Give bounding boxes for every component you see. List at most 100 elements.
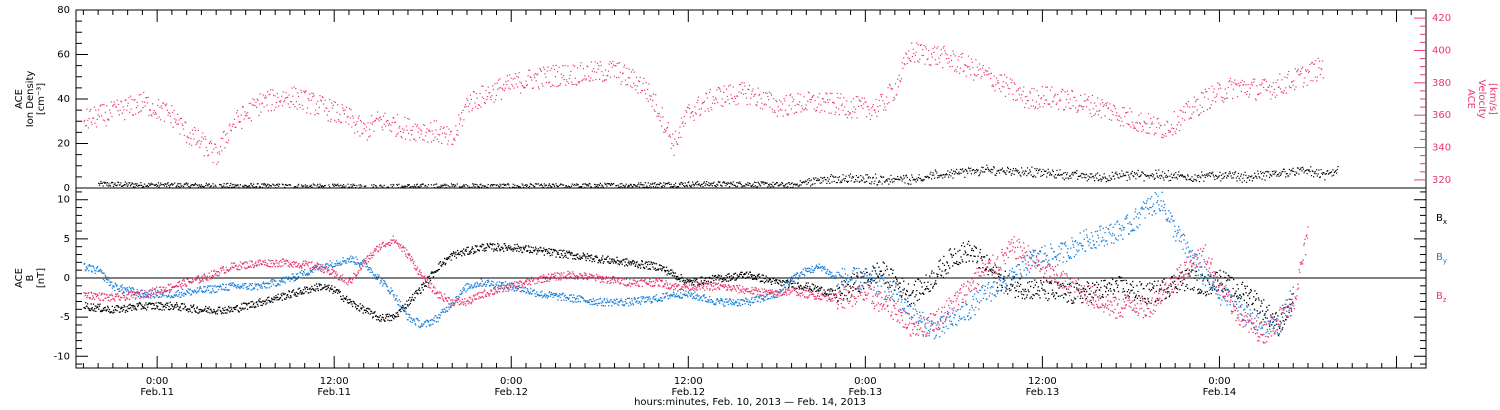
data-point [381,126,383,128]
data-point [818,179,821,181]
data-point [202,138,205,140]
data-point [180,117,182,119]
data-point [407,305,409,307]
data-point [201,309,203,311]
data-point [278,298,280,300]
data-point [540,184,542,186]
data-point [397,315,400,317]
data-point [678,183,680,185]
data-point [1221,100,1223,102]
data-point [765,182,767,184]
data-point [1311,62,1313,64]
data-point [278,105,280,107]
data-point [779,185,781,187]
data-point [181,302,184,305]
data-point [831,92,833,95]
data-point [923,44,925,47]
data-point [190,184,192,187]
data-point [478,186,480,188]
data-point [1336,168,1338,171]
data-point [1020,283,1022,286]
data-point [582,79,584,81]
data-point [233,183,235,185]
data-point [1096,177,1098,179]
data-point [885,109,887,111]
data-point [1178,171,1180,173]
data-point [770,283,773,285]
data-point [390,184,392,186]
data-point [1035,101,1037,103]
data-point [601,257,603,259]
data-point [431,271,433,273]
data-point [1226,175,1228,177]
data-point [577,81,579,83]
data-point [477,107,479,110]
data-point [278,185,280,187]
data-point [726,183,728,185]
data-point [950,169,953,171]
data-point [846,180,848,182]
data-point [921,54,923,56]
data-point [278,183,281,185]
data-point [815,179,818,182]
data-point [91,123,93,125]
data-point [1277,86,1279,88]
data-point [174,304,177,306]
data-point [698,284,700,286]
data-point [821,98,823,100]
data-point [590,186,593,188]
data-point [791,283,793,285]
data-point [979,172,981,174]
data-point [524,87,526,89]
data-point [945,173,947,175]
data-point [690,280,692,283]
data-point [813,108,815,110]
data-point [1135,178,1137,180]
data-point [404,185,406,187]
data-point [506,249,508,251]
data-point [617,184,619,186]
data-point [104,120,106,122]
data-point [430,122,432,124]
data-point [517,76,520,78]
data-point [628,260,630,262]
data-point [101,310,103,312]
data-point [410,129,412,131]
data-point [652,93,655,95]
data-point [695,113,697,115]
data-point [126,182,128,184]
data-point [191,129,193,131]
data-point [504,243,506,245]
data-point [1168,180,1170,182]
data-point [536,74,538,76]
data-point [739,273,741,275]
data-point [676,279,678,281]
data-point [1147,113,1150,115]
data-point [103,181,105,183]
data-point [1161,133,1164,136]
data-point [103,309,105,311]
data-point [536,183,538,185]
data-point [1109,103,1111,105]
data-point [1236,84,1238,86]
data-point [507,248,509,250]
data-point [647,88,649,90]
data-point [549,185,551,187]
data-point [949,248,951,250]
data-point [214,143,216,145]
data-point [166,103,168,105]
data-point [1320,169,1322,171]
data-point [991,172,993,174]
data-point [876,262,878,264]
data-point [451,254,453,257]
data-point [471,248,473,250]
data-point [1211,173,1213,175]
data-point [781,181,783,184]
data-point [146,304,148,306]
data-point [1004,171,1006,173]
data-point [891,272,894,275]
data-point [1285,176,1287,178]
data-point [136,303,138,305]
data-point [1288,168,1290,171]
data-point [479,184,481,186]
